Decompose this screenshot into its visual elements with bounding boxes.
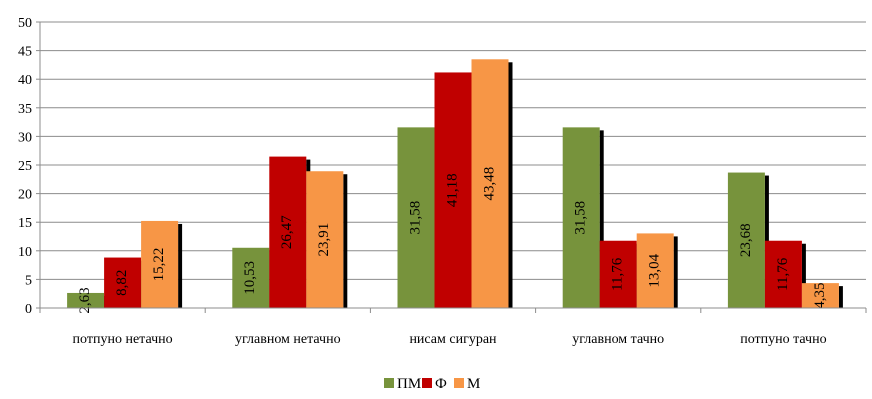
bar-shadow <box>673 236 678 308</box>
legend-swatch <box>384 378 394 388</box>
bar <box>141 220 179 308</box>
y-tick-label: 45 <box>18 45 32 60</box>
data-label: 23,91 <box>316 223 332 257</box>
y-tick-label: 0 <box>25 302 32 317</box>
data-label: 26,47 <box>279 215 295 249</box>
data-label: 11,76 <box>775 257 791 291</box>
y-tick-label: 15 <box>18 216 32 231</box>
y-tick-label: 25 <box>18 159 32 174</box>
data-label: 41,18 <box>444 173 460 207</box>
bar <box>562 127 600 308</box>
x-tick-label: нисам сигуран <box>409 332 497 347</box>
data-label: 2,63 <box>77 287 93 313</box>
data-label: 10,53 <box>242 261 258 295</box>
data-label: 11,76 <box>610 257 626 291</box>
bar <box>599 240 637 308</box>
x-tick-label: углавном нетачно <box>235 332 341 347</box>
data-label: 15,22 <box>151 248 167 282</box>
bar-shadow <box>838 286 843 308</box>
y-tick-label: 50 <box>18 16 32 31</box>
bar <box>727 172 765 308</box>
bar-shadow <box>801 243 806 308</box>
y-tick-label: 10 <box>18 245 32 260</box>
x-axis: потпуно нетачно углавном нетачно нисам сиг… <box>39 307 867 347</box>
bar <box>434 72 472 308</box>
legend-label: ПМ <box>397 376 421 392</box>
bar <box>232 247 270 308</box>
bar <box>764 240 802 308</box>
bar <box>397 127 435 308</box>
y-tick-label: 40 <box>18 73 32 88</box>
bar <box>306 171 344 308</box>
bar <box>269 156 307 308</box>
y-axis: 0 5 10 15 20 25 30 35 40 45 50 <box>18 16 41 317</box>
bar <box>636 233 674 308</box>
data-label: 13,04 <box>647 253 663 287</box>
y-tick-label: 20 <box>18 188 32 203</box>
legend-label: Ф <box>435 376 447 392</box>
bar-shadow <box>178 223 183 308</box>
legend-label: М <box>467 376 480 392</box>
legend: ПМ Ф М <box>384 376 480 392</box>
bar-shadow <box>508 62 513 308</box>
legend-swatch <box>422 378 432 388</box>
bar-shadow <box>343 174 348 308</box>
bar <box>471 59 509 308</box>
x-tick-label: углавном тачно <box>572 332 664 347</box>
data-label: 31,58 <box>407 201 423 235</box>
y-tick-label: 5 <box>25 273 32 288</box>
bars: 2,63 8,82 15,22 10,53 26,47 23,91 31,58 41,18 43… <box>67 59 843 314</box>
bar <box>104 257 142 308</box>
x-tick-label: потпуно тачно <box>740 332 826 347</box>
y-tick-label: 30 <box>18 130 32 145</box>
data-label: 23,68 <box>738 223 754 257</box>
data-label: 43,48 <box>481 167 497 201</box>
x-tick-label: потпуно нетачно <box>73 332 173 347</box>
y-tick-label: 35 <box>18 102 32 117</box>
data-label: 31,58 <box>573 201 589 235</box>
data-label: 8,82 <box>114 270 130 296</box>
bar <box>801 283 839 308</box>
bar-shadow <box>599 130 604 308</box>
bar <box>67 292 105 308</box>
data-label: 4,35 <box>812 282 828 308</box>
legend-swatch <box>454 378 464 388</box>
